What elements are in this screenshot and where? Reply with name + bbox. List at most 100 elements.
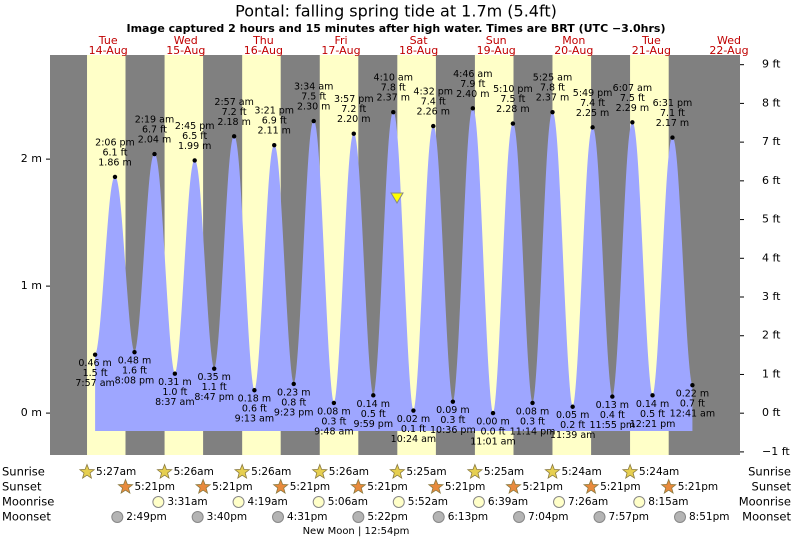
tide-time: 12:41 am (670, 409, 715, 420)
tide-feet: 1.6 ft (122, 366, 147, 377)
tide-point (272, 142, 277, 148)
day-name: Tue (641, 34, 661, 47)
tide-point (510, 121, 516, 126)
tide-time: 4:10 am (374, 73, 413, 84)
tide-meters: 2.17 m (656, 118, 689, 129)
tide-meters: 0.14 m (636, 399, 669, 410)
day-name: Sat (410, 34, 429, 47)
chart-subtitle: Image captured 2 hours and 15 minutes af… (126, 22, 665, 35)
tide-feet: 7.8 ft (540, 83, 565, 94)
tide-feet: 6.9 ft (262, 116, 287, 127)
tide-time: 3:34 am (294, 82, 333, 93)
tide-feet: 6.5 ft (182, 131, 207, 142)
tide-meters: 0.31 m (158, 377, 191, 388)
y2-tick-label: 9 ft (762, 58, 781, 71)
tide-area-fill (95, 108, 693, 431)
tide-time: 9:13 am (235, 414, 274, 425)
sunset-time: 5:21pm (522, 481, 562, 493)
tide-feet: 7.2 ft (341, 104, 366, 115)
tide-meters: 2.26 m (417, 107, 450, 118)
moonrise-icon (392, 496, 405, 508)
sunset-icon (194, 478, 212, 495)
tide-point (490, 410, 496, 416)
tide-point (411, 408, 416, 413)
tide-meters: 2.11 m (258, 126, 291, 137)
tide-meters: 0.14 m (357, 399, 390, 410)
day-name: Wed (717, 34, 741, 47)
tide-meters: 0.35 m (197, 372, 230, 383)
y-tick-label: 0 m (21, 406, 42, 419)
sunset-icon (350, 478, 367, 495)
tide-meters: 2.04 m (138, 135, 171, 146)
moonset-icon (191, 511, 204, 523)
tide-feet: 7.8 ft (381, 83, 406, 94)
sunrise-icon (544, 463, 561, 480)
tide-meters: 2.29 m (616, 103, 649, 114)
tide-meters: 0.23 m (277, 387, 310, 398)
moonrise-time: 8:15am (648, 496, 688, 508)
sunset-icon (505, 478, 522, 495)
sunset-time: 5:21pm (212, 481, 252, 493)
moonrise-time: 3:31am (167, 496, 207, 508)
moonset-icon (432, 511, 445, 523)
sunrise-time: 5:26am (251, 466, 291, 478)
moonset-icon (272, 511, 285, 523)
tide-feet: 7.1 ft (660, 108, 685, 119)
sunrise-icon (156, 463, 173, 480)
moonset-time: 7:57pm (609, 511, 649, 523)
tide-feet: 7.5 ft (620, 93, 645, 104)
tide-time: 2:57 am (214, 97, 253, 108)
tide-feet: 0.5 ft (361, 409, 386, 420)
row-label: Sunrise (748, 465, 791, 479)
moonrise-time: 5:52am (408, 496, 448, 508)
tide-meters: 2.37 m (536, 93, 569, 104)
tide-point (450, 399, 456, 404)
tide-time: 9:48 am (314, 426, 353, 437)
tide-time: 12:21 pm (630, 419, 676, 430)
sunset-time: 5:21pm (678, 481, 718, 493)
row-label: Sunset (2, 480, 42, 494)
tide-time: 7:57 am (75, 378, 114, 389)
current-level-marker (390, 192, 404, 204)
tide-point (590, 125, 595, 130)
moonrise-time: 6:39am (488, 496, 528, 508)
tide-feet: 7.5 ft (301, 92, 326, 103)
tide-point (92, 352, 98, 357)
tide-feet: 7.9 ft (460, 79, 485, 90)
tide-time: 5:25 am (533, 73, 572, 84)
sunrise-icon (621, 463, 639, 480)
moonrise-time: 4:19am (248, 496, 288, 508)
moonset-time: 8:51pm (689, 511, 729, 523)
day-name: Mon (562, 34, 585, 47)
tide-time: 3:21 pm (254, 106, 294, 117)
y2-tick-label: 5 ft (762, 213, 781, 226)
tide-time: 4:46 am (453, 69, 492, 80)
tide-feet: 0.7 ft (680, 399, 705, 410)
tide-point (690, 382, 695, 388)
day-name: Sun (486, 34, 507, 47)
tide-point (650, 393, 655, 398)
y-tick-label: 1 m (21, 279, 42, 292)
moonset-time: 2:49pm (126, 511, 166, 523)
sunset-time: 5:21pm (600, 481, 640, 493)
tide-point (311, 118, 316, 124)
sunrise-icon (311, 463, 328, 480)
sunrise-icon (466, 463, 484, 480)
moonset-icon (513, 511, 526, 523)
tide-feet: 0.3 ft (321, 416, 346, 427)
sunrise-time: 5:24am (639, 466, 679, 478)
tide-meters: 0.13 m (596, 400, 629, 411)
row-label: Sunrise (2, 465, 45, 479)
tide-point (670, 135, 675, 140)
tide-point (550, 109, 555, 115)
day-date: 15-Aug (166, 44, 205, 57)
tide-feet: 6.7 ft (142, 125, 167, 136)
y2-tick-label: −1 ft (762, 445, 790, 458)
tide-point (630, 120, 635, 125)
sunset-icon (272, 478, 289, 495)
tide-time: 5:49 pm (573, 88, 613, 99)
tide-feet: 7.2 ft (222, 107, 247, 118)
tide-meters: 2.20 m (337, 114, 370, 125)
tide-time: 2:45 pm (175, 121, 215, 132)
